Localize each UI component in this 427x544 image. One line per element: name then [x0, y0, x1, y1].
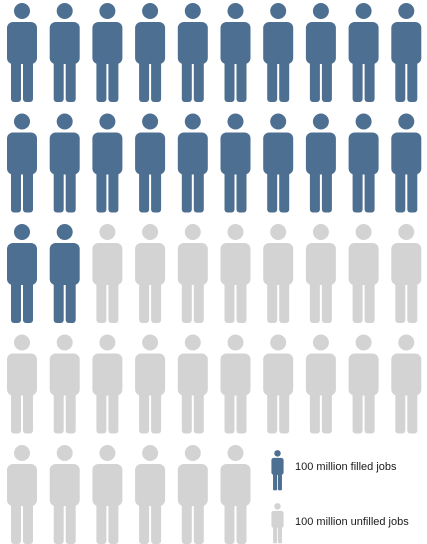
filled-person-icon — [391, 3, 422, 102]
legend-item-filled: 100 million filled jobs — [271, 450, 397, 491]
filled-person-icon — [92, 113, 123, 213]
unfilled-person-icon — [49, 334, 80, 434]
filled-person-icon — [49, 3, 80, 102]
unfilled-person-icon — [348, 224, 379, 323]
filled-person-icon — [348, 113, 379, 213]
filled-person-icon — [220, 3, 251, 102]
legend-label-filled: 100 million filled jobs — [295, 461, 397, 473]
filled-person-icon — [49, 113, 80, 213]
filled-person-icon — [7, 113, 37, 213]
filled-person-icon — [177, 113, 208, 213]
unfilled-person-icon — [391, 334, 422, 434]
legend-label-unfilled: 100 million unfilled jobs — [295, 516, 409, 528]
filled-person-icon — [263, 113, 294, 213]
unfilled-person-icon — [271, 503, 284, 544]
filled-person-icon — [391, 113, 422, 213]
filled-person-icon — [177, 3, 208, 102]
unfilled-person-icon — [305, 334, 336, 434]
unfilled-person-icon — [177, 445, 208, 544]
filled-person-icon — [263, 3, 294, 102]
filled-person-icon — [305, 3, 336, 102]
filled-person-icon — [348, 3, 379, 102]
unfilled-person-icon — [220, 224, 251, 323]
filled-person-icon — [49, 224, 80, 323]
unfilled-person-icon — [177, 334, 208, 434]
filled-person-icon — [7, 224, 37, 323]
unfilled-person-icon — [220, 445, 251, 544]
legend: 100 million filled jobs 100 million unfi… — [271, 450, 409, 544]
filled-person-icon — [7, 3, 37, 102]
filled-person-icon — [92, 3, 123, 102]
unfilled-person-icon — [348, 334, 379, 434]
filled-person-icon — [135, 113, 166, 213]
unfilled-person-icon — [177, 224, 208, 323]
unfilled-person-icon — [135, 445, 166, 544]
unfilled-person-icon — [92, 334, 123, 434]
filled-person-icon — [305, 113, 336, 213]
unfilled-person-icon — [305, 224, 336, 323]
unfilled-person-icon — [92, 445, 123, 544]
unfilled-person-icon — [263, 334, 294, 434]
unfilled-person-icon — [135, 224, 166, 323]
unfilled-person-icon — [92, 224, 123, 323]
unfilled-person-icon — [135, 334, 166, 434]
unfilled-person-icon — [7, 445, 37, 544]
unfilled-person-icon — [7, 334, 37, 434]
unfilled-person-icon — [49, 445, 80, 544]
legend-item-unfilled: 100 million unfilled jobs — [271, 503, 409, 544]
unfilled-person-icon — [220, 334, 251, 434]
unfilled-person-icon — [391, 224, 422, 323]
filled-person-icon — [220, 113, 251, 213]
filled-person-icon — [135, 3, 166, 102]
unfilled-person-icon — [263, 224, 294, 323]
filled-person-icon — [271, 450, 284, 491]
